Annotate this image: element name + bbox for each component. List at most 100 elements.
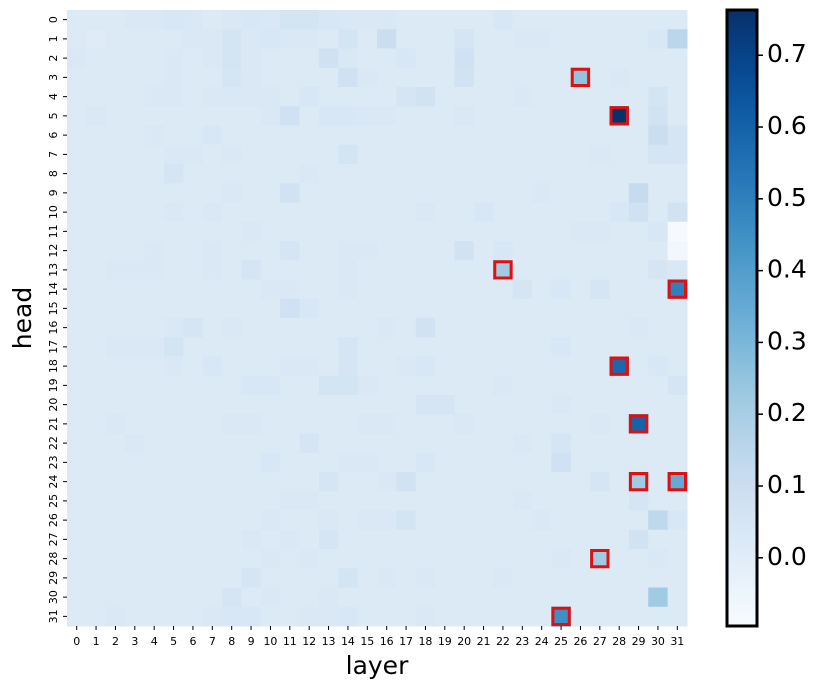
heat-cell bbox=[105, 106, 126, 126]
heat-cell bbox=[357, 510, 378, 531]
heat-cell bbox=[338, 48, 359, 69]
heat-cell bbox=[67, 260, 87, 280]
heat-cell bbox=[299, 202, 320, 223]
heat-cell bbox=[357, 183, 378, 203]
y-tick-label: 12 bbox=[47, 244, 60, 258]
heat-cell bbox=[144, 587, 165, 608]
heat-cell bbox=[318, 356, 339, 377]
heat-cell bbox=[396, 29, 417, 49]
heat-cell bbox=[338, 202, 359, 223]
heat-cell bbox=[512, 183, 533, 203]
heat-cell bbox=[512, 125, 533, 146]
heat-cell bbox=[280, 606, 300, 627]
heat-cell bbox=[377, 356, 397, 377]
heat-cell bbox=[473, 568, 494, 588]
heat-cell bbox=[454, 241, 475, 261]
heat-cell bbox=[144, 125, 165, 146]
heat-cell bbox=[105, 144, 126, 165]
heat-cell bbox=[105, 529, 126, 550]
heat-cell bbox=[163, 510, 184, 531]
heat-cell bbox=[590, 472, 610, 492]
heat-cell bbox=[241, 279, 262, 300]
heat-cell bbox=[318, 433, 339, 454]
heat-cell bbox=[454, 510, 475, 531]
y-tick-label: 24 bbox=[47, 475, 60, 489]
heat-cell bbox=[473, 356, 494, 377]
heat-cell bbox=[551, 395, 572, 415]
heat-cell bbox=[454, 337, 475, 357]
heat-cell bbox=[512, 29, 533, 49]
x-tick-label: 25 bbox=[554, 635, 568, 648]
heat-cell bbox=[86, 375, 107, 396]
heat-cell bbox=[125, 279, 145, 300]
heat-cell bbox=[454, 375, 475, 396]
heat-cell bbox=[532, 337, 552, 357]
heat-cell bbox=[222, 491, 242, 511]
heat-cell bbox=[67, 144, 87, 165]
heat-cell bbox=[396, 260, 417, 280]
heat-cell bbox=[357, 164, 378, 184]
heat-cell bbox=[260, 606, 281, 627]
heat-cell bbox=[163, 452, 184, 473]
y-tick-label: 1 bbox=[47, 35, 60, 42]
heat-cell bbox=[667, 414, 688, 434]
heat-cell bbox=[473, 472, 494, 492]
heat-cell bbox=[125, 356, 145, 377]
heat-cell bbox=[377, 606, 397, 627]
heat-cell bbox=[551, 414, 572, 434]
heat-cell bbox=[628, 202, 649, 223]
heat-cell bbox=[493, 48, 514, 69]
heat-cell bbox=[532, 529, 552, 550]
heat-cell bbox=[338, 529, 359, 550]
heat-cell bbox=[628, 510, 649, 531]
y-tick-label: 5 bbox=[47, 112, 60, 119]
heat-cell bbox=[435, 356, 455, 377]
heat-cell bbox=[667, 125, 688, 146]
heat-cell bbox=[183, 491, 204, 511]
heat-cell bbox=[67, 241, 87, 261]
heat-cell bbox=[628, 48, 649, 69]
heat-cell bbox=[260, 510, 281, 531]
heat-cell bbox=[570, 318, 591, 338]
heat-cell bbox=[493, 10, 514, 30]
heat-cell bbox=[454, 202, 475, 223]
heat-cell bbox=[628, 164, 649, 184]
heat-cell bbox=[551, 221, 572, 242]
heat-cell bbox=[202, 241, 223, 261]
heat-cell bbox=[357, 395, 378, 415]
heat-cell bbox=[590, 183, 610, 203]
heat-cell bbox=[551, 606, 572, 627]
heat-cell bbox=[667, 241, 688, 261]
heat-cell bbox=[648, 433, 669, 454]
heat-cell bbox=[260, 10, 281, 30]
heat-cell bbox=[415, 202, 436, 223]
heat-cell bbox=[144, 529, 165, 550]
heat-cell bbox=[396, 279, 417, 300]
y-tick-label: 8 bbox=[47, 170, 60, 177]
heat-cell bbox=[512, 491, 533, 511]
heat-cell bbox=[260, 279, 281, 300]
heat-cell bbox=[144, 356, 165, 377]
heat-cell bbox=[648, 87, 669, 107]
heat-cell bbox=[454, 183, 475, 203]
heat-cell bbox=[357, 318, 378, 338]
heat-cell bbox=[512, 318, 533, 338]
heat-cell bbox=[415, 241, 436, 261]
heat-cell bbox=[377, 164, 397, 184]
x-tick-label: 12 bbox=[302, 635, 316, 648]
x-tick-label: 4 bbox=[151, 635, 158, 648]
heat-cell bbox=[628, 241, 649, 261]
heat-cell bbox=[357, 125, 378, 146]
y-tick-label: 25 bbox=[47, 494, 60, 508]
heat-cell bbox=[318, 606, 339, 627]
heat-cell bbox=[609, 510, 630, 531]
heat-cell bbox=[609, 87, 630, 107]
heat-cell bbox=[396, 48, 417, 69]
heat-cell bbox=[299, 510, 320, 531]
heat-cell bbox=[241, 183, 262, 203]
heat-cell bbox=[86, 414, 107, 434]
heat-cell bbox=[202, 356, 223, 377]
heat-cell bbox=[648, 375, 669, 396]
heat-cell bbox=[570, 606, 591, 627]
heat-cell bbox=[86, 568, 107, 588]
